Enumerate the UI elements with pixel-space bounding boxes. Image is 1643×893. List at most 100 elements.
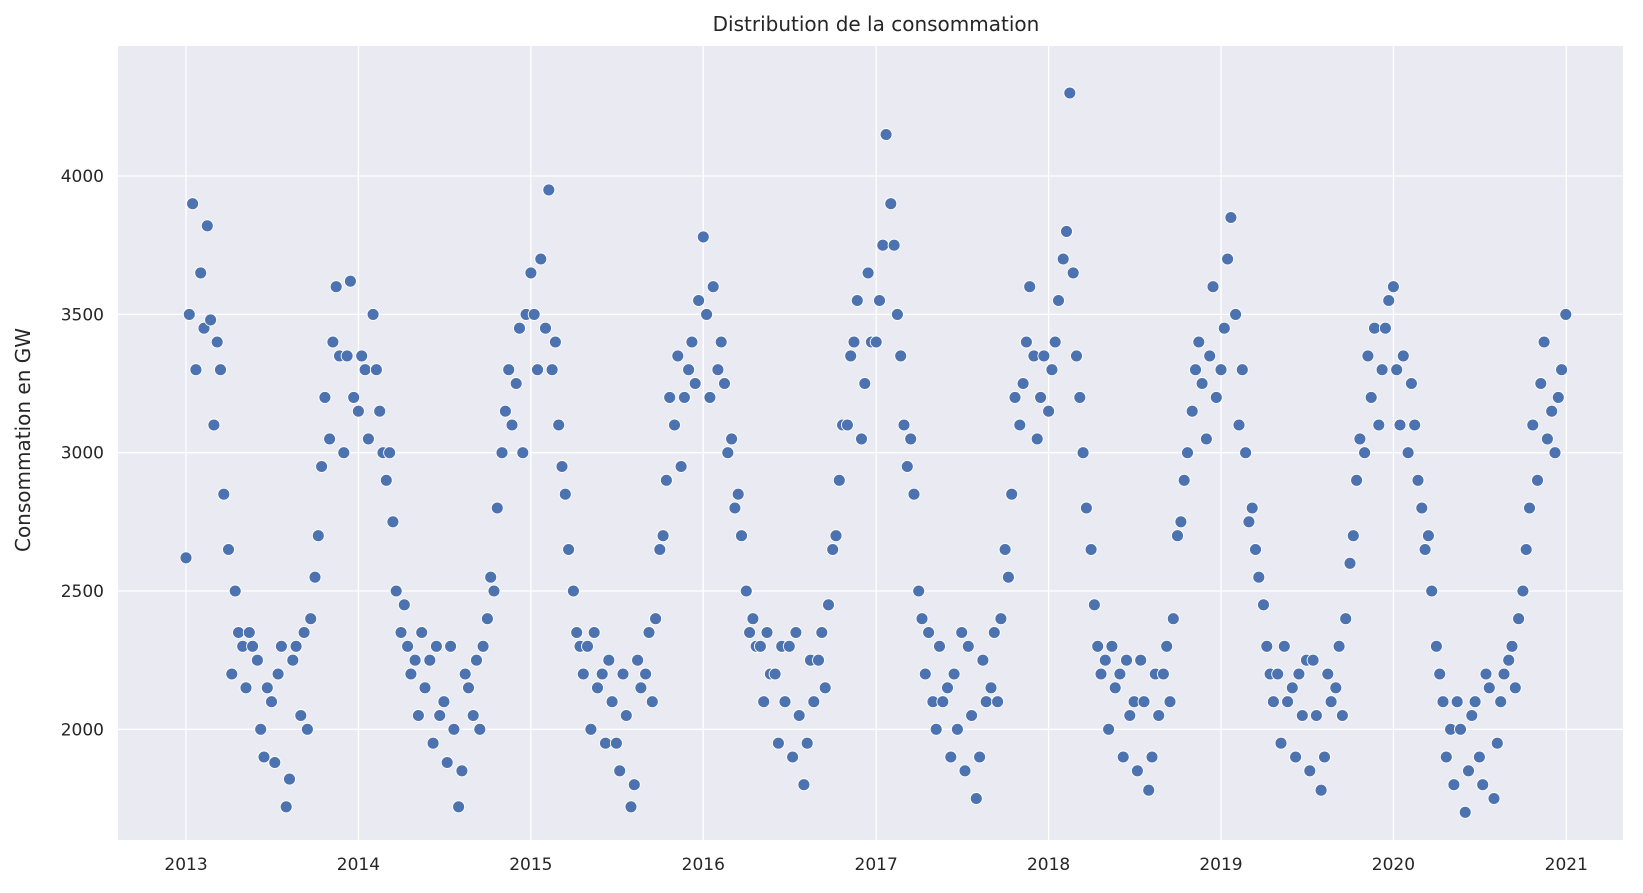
- data-point: [731, 487, 745, 501]
- data-point: [222, 543, 235, 556]
- data-point: [639, 667, 653, 681]
- data-point: [246, 639, 260, 653]
- data-point: [1458, 805, 1472, 819]
- data-point: [326, 335, 340, 349]
- data-point: [1534, 377, 1548, 390]
- data-point: [429, 639, 443, 653]
- data-point: [498, 404, 512, 418]
- data-point: [1462, 764, 1475, 778]
- data-point: [832, 473, 846, 487]
- data-point: [1235, 363, 1249, 377]
- data-points: [179, 86, 1573, 819]
- data-point: [1052, 294, 1065, 307]
- data-point: [1545, 404, 1559, 418]
- data-point: [1098, 653, 1112, 667]
- data-point: [692, 294, 706, 307]
- data-point: [782, 639, 796, 653]
- data-point: [1497, 667, 1511, 681]
- data-point: [685, 335, 699, 349]
- data-point: [1177, 473, 1191, 487]
- data-point: [1468, 695, 1482, 709]
- data-point: [358, 363, 372, 377]
- data-point: [545, 363, 559, 377]
- data-point: [383, 446, 397, 460]
- data-point: [912, 584, 926, 598]
- data-point: [1401, 446, 1415, 460]
- data-point: [1482, 681, 1496, 695]
- data-point: [1295, 709, 1309, 722]
- data-point: [1343, 556, 1357, 570]
- data-point: [1274, 736, 1288, 750]
- data-point: [394, 626, 408, 639]
- data-point: [268, 756, 282, 769]
- data-point: [343, 274, 357, 288]
- data-point: [254, 722, 268, 736]
- data-point: [616, 667, 630, 681]
- data-point: [484, 570, 498, 584]
- data-point: [1116, 750, 1130, 764]
- data-point: [1519, 543, 1533, 556]
- data-point: [778, 695, 792, 709]
- data-point: [1479, 667, 1493, 681]
- data-point: [653, 543, 667, 556]
- data-point: [1195, 377, 1209, 390]
- data-point: [1094, 667, 1108, 681]
- data-point: [1217, 321, 1231, 335]
- data-point: [1142, 783, 1156, 797]
- data-point: [308, 570, 322, 584]
- data-point: [1137, 695, 1151, 709]
- data-point: [534, 252, 548, 266]
- data-point: [634, 681, 648, 695]
- data-point: [1245, 501, 1259, 515]
- data-point: [397, 598, 411, 612]
- data-point: [918, 667, 932, 681]
- data-point: [323, 432, 337, 446]
- data-point: [855, 432, 868, 446]
- data-point: [495, 446, 509, 460]
- data-point: [711, 363, 725, 377]
- grid-lines: [118, 46, 1623, 840]
- data-point: [987, 626, 1001, 639]
- data-point: [389, 584, 403, 598]
- data-point: [527, 307, 541, 321]
- data-point: [1318, 750, 1331, 764]
- data-point: [452, 800, 466, 814]
- data-point: [455, 764, 469, 778]
- data-point: [1447, 778, 1461, 792]
- data-point: [490, 501, 504, 515]
- data-point: [558, 487, 572, 501]
- data-point: [1171, 529, 1184, 543]
- data-point: [1309, 709, 1323, 722]
- data-point: [257, 750, 271, 764]
- data-point: [1306, 653, 1320, 667]
- data-point: [1289, 750, 1303, 764]
- data-point: [789, 626, 803, 639]
- data-point: [743, 626, 757, 639]
- data-point: [1091, 639, 1105, 653]
- data-point: [1174, 515, 1188, 529]
- data-point: [1257, 598, 1270, 612]
- data-point: [1060, 224, 1073, 238]
- data-point: [408, 653, 422, 667]
- data-point: [283, 772, 296, 786]
- data-point: [1023, 280, 1037, 294]
- data-point: [524, 266, 538, 280]
- data-point: [487, 584, 501, 598]
- data-point: [502, 363, 516, 377]
- data-point: [1281, 695, 1295, 709]
- data-point: [1378, 321, 1392, 335]
- data-point: [401, 639, 415, 653]
- data-point: [217, 487, 231, 501]
- data-point: [1242, 515, 1256, 529]
- data-point: [1537, 335, 1551, 349]
- data-point: [1113, 667, 1127, 681]
- data-point: [286, 653, 300, 667]
- data-point: [1073, 390, 1087, 404]
- data-point: [386, 515, 400, 529]
- data-point: [1271, 667, 1285, 681]
- data-point: [1013, 418, 1027, 432]
- data-point: [1523, 501, 1536, 515]
- data-point: [1540, 432, 1554, 446]
- data-point: [194, 266, 208, 280]
